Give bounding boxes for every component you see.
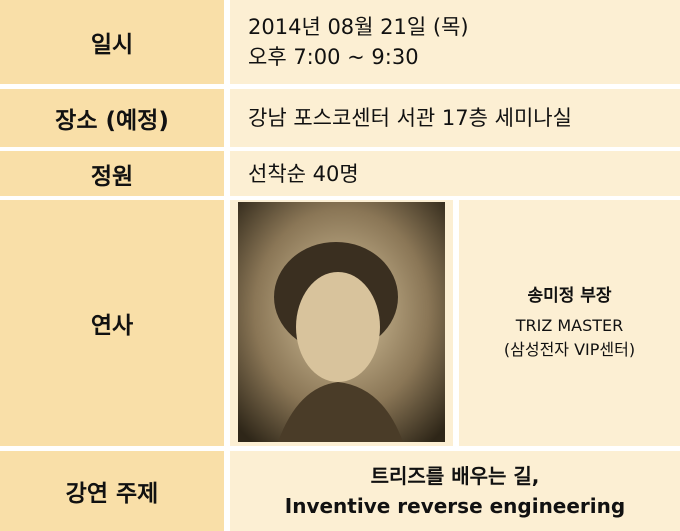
row-label: 연사 bbox=[0, 200, 224, 446]
speaker-name: 송미정 부장 bbox=[527, 286, 612, 306]
row-value: 선착순 40명 bbox=[230, 151, 680, 196]
speaker-cell: 송미정 부장 TRIZ MASTER (삼성전자 VIP센터) bbox=[459, 200, 680, 446]
speaker-photo bbox=[238, 202, 445, 442]
value-line: Inventive reverse engineering bbox=[284, 494, 626, 518]
value-line: 오후 7:00 ~ 9:30 bbox=[248, 45, 419, 69]
row-value: 2014년 08월 21일 (목) 오후 7:00 ~ 9:30 bbox=[230, 0, 680, 84]
row-label: 정원 bbox=[0, 151, 224, 196]
row-label: 장소 (예정) bbox=[0, 89, 224, 147]
speaker-title: TRIZ MASTER bbox=[515, 316, 624, 335]
row-value: 강남 포스코센터 서관 17층 세미나실 bbox=[230, 89, 680, 147]
label: 정원 bbox=[90, 163, 134, 190]
row-value: 트리즈를 배우는 길, Inventive reverse engineerin… bbox=[230, 451, 680, 531]
row-label: 강연 주제 bbox=[0, 451, 224, 531]
value-line: 트리즈를 배우는 길, bbox=[370, 464, 540, 488]
label: 장소 (예정) bbox=[55, 108, 169, 134]
value-line: 강남 포스코센터 서관 17층 세미나실 bbox=[248, 106, 572, 130]
value-line: 2014년 08월 21일 (목) bbox=[248, 15, 469, 39]
value-line: 선착순 40명 bbox=[248, 161, 359, 186]
label: 일시 bbox=[90, 32, 134, 58]
photo-cell bbox=[230, 200, 453, 446]
speaker-org: (삼성전자 VIP센터) bbox=[503, 340, 636, 359]
label: 연사 bbox=[90, 313, 134, 339]
label: 강연 주제 bbox=[65, 481, 159, 507]
row-label: 일시 bbox=[0, 0, 224, 84]
